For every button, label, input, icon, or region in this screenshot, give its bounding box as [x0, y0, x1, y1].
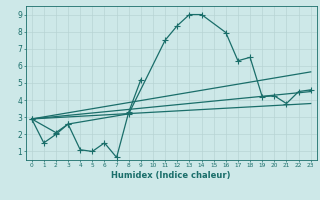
- X-axis label: Humidex (Indice chaleur): Humidex (Indice chaleur): [111, 171, 231, 180]
